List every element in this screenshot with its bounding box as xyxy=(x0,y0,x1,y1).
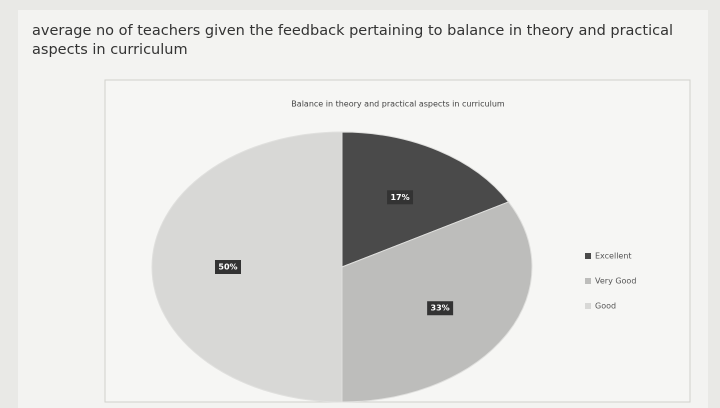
pie-slice xyxy=(151,131,343,403)
legend-label: Very Good xyxy=(595,277,636,286)
data-label: 50% xyxy=(218,263,237,272)
label-box xyxy=(215,260,241,274)
label-box xyxy=(427,301,454,316)
legend-swatch xyxy=(585,303,591,309)
legend-swatch xyxy=(585,253,591,259)
data-label: 17% xyxy=(390,193,409,202)
label-box xyxy=(387,190,414,205)
legend-label: Good xyxy=(595,302,616,311)
chart-title: Balance in theory and practical aspects … xyxy=(291,100,505,109)
pie-slice xyxy=(341,131,510,268)
legend-swatch xyxy=(585,278,591,284)
data-label: 33% xyxy=(431,304,450,313)
heading: average no of teachers given the feedbac… xyxy=(32,23,674,58)
legend-label: Excellent xyxy=(595,252,632,261)
